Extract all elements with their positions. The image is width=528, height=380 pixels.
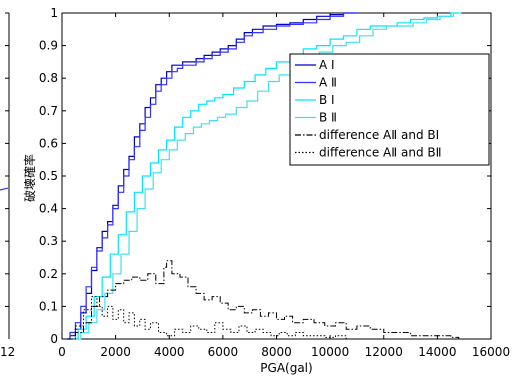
x-tick-label: 8000 (261, 345, 292, 359)
legend-label-5: difference AⅡ and BⅠ (319, 128, 439, 142)
left-subplot-line-fragment (0, 187, 9, 191)
x-tick-label: 16000 (472, 345, 510, 359)
legend-label-2: A Ⅱ (319, 76, 337, 90)
x-tick-label: 14000 (418, 345, 456, 359)
x-tick-label: 4000 (154, 345, 185, 359)
y-tick-label: 0.3 (39, 234, 58, 248)
legend-label-4: B Ⅱ (319, 111, 337, 125)
x-tick-label: 2000 (100, 345, 131, 359)
legend-label-3: B Ⅰ (319, 93, 335, 107)
y-axis-label: 破壊確率 (22, 154, 37, 202)
y-tick-label: 0.9 (39, 39, 58, 53)
left-subplot-tick-label: 12 (0, 345, 15, 359)
y-tick-label: 0.2 (39, 267, 58, 281)
series-line-4 (72, 12, 462, 340)
y-tick-label: 0.8 (39, 71, 58, 85)
legend-label-1: A Ⅰ (319, 58, 335, 72)
legend-label-6: difference AⅡ and BⅡ (319, 146, 442, 160)
series-line-5 (67, 260, 460, 340)
series-line-6 (67, 296, 357, 340)
series-line-1 (66, 12, 357, 340)
series-line-3 (70, 12, 459, 340)
y-tick-label: 0.4 (39, 202, 58, 216)
x-tick-label: 12000 (365, 345, 403, 359)
y-tick-label: 1 (50, 6, 58, 20)
x-tick-label: 6000 (208, 345, 239, 359)
y-tick-label: 0.1 (39, 299, 58, 313)
x-axis-label: PGA(gal) (260, 361, 312, 375)
y-tick-label: 0.6 (39, 136, 58, 150)
x-tick-label: 10000 (311, 345, 349, 359)
legend-box (289, 53, 490, 166)
y-tick-label: 0.5 (39, 169, 58, 183)
y-tick-label: 0.7 (39, 104, 58, 118)
series-line-2 (66, 12, 357, 340)
y-tick-label: 0 (50, 332, 58, 346)
x-tick-label: 0 (58, 345, 66, 359)
